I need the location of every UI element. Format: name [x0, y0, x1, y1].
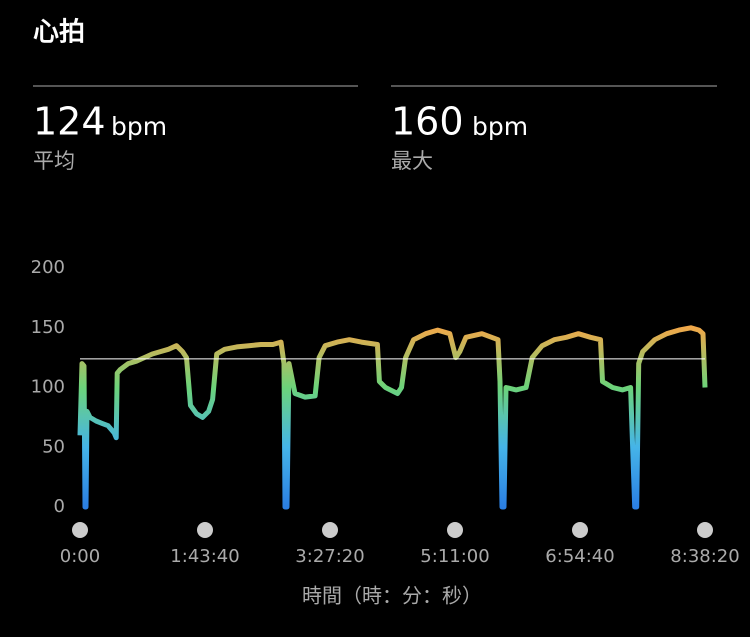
stat-label: 平均	[33, 149, 75, 173]
x-tick-dot	[322, 522, 338, 538]
heart-rate-line	[77, 325, 708, 510]
stat-unit: bpm	[111, 112, 167, 141]
y-tick-label: 150	[31, 317, 65, 338]
y-tick-label: 0	[54, 496, 65, 517]
x-tick-label: 3:27:20	[295, 546, 364, 567]
stat-label: 最大	[391, 149, 433, 173]
x-tick-dot	[72, 522, 88, 538]
y-tick-label: 200	[31, 257, 65, 278]
y-tick-label: 100	[31, 377, 65, 398]
x-tick-dot	[697, 522, 713, 538]
title: 心拍	[33, 18, 85, 48]
x-axis-title: 時間（時：分：秒）	[302, 584, 482, 608]
x-tick-label: 8:38:20	[670, 546, 739, 567]
x-tick-label: 0:00	[60, 546, 100, 567]
x-tick-label: 1:43:40	[170, 546, 239, 567]
stat-value: 160	[391, 100, 464, 144]
y-tick-label: 50	[42, 436, 65, 457]
x-tick-label: 5:11:00	[420, 546, 489, 567]
x-tick-dot	[197, 522, 213, 538]
stat-unit: bpm	[472, 112, 528, 141]
x-tick-dot	[447, 522, 463, 538]
x-tick-dot	[572, 522, 588, 538]
stat-value: 124	[33, 100, 106, 144]
x-tick-label: 6:54:40	[545, 546, 614, 567]
